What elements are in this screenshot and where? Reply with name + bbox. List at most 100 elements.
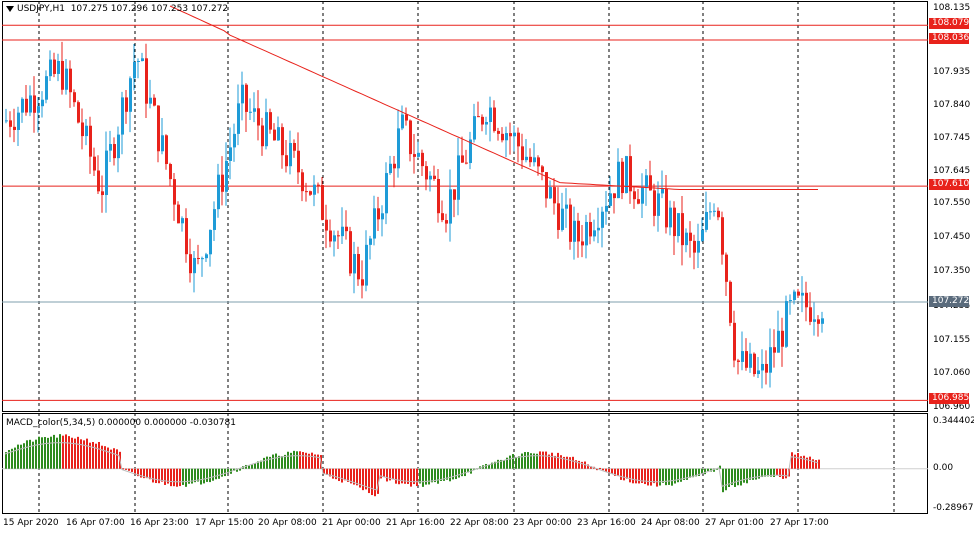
candle-body: [733, 322, 736, 361]
macd-histogram-bar: [386, 468, 388, 482]
candle-body: [321, 185, 324, 220]
candle-body: [61, 60, 64, 90]
macd-histogram-bar: [626, 468, 628, 479]
macd-indicator-pane[interactable]: [2, 413, 928, 514]
candle-body: [229, 147, 232, 161]
price-axis-label: 106.960: [933, 402, 971, 412]
candle-body: [161, 135, 164, 152]
macd-histogram-bar: [263, 457, 265, 469]
macd-histogram-bar: [575, 460, 577, 469]
macd-histogram-bar: [329, 468, 331, 477]
candle-body: [817, 319, 820, 324]
candle-body: [217, 174, 220, 210]
macd-histogram-bar: [341, 468, 343, 483]
macd-histogram-bar: [677, 468, 679, 483]
macd-histogram-bar: [695, 468, 697, 477]
macd-histogram-bar: [71, 437, 73, 469]
macd-histogram-bar: [542, 451, 544, 469]
candle-body: [141, 58, 144, 62]
candle-body: [393, 163, 396, 169]
candle-body: [685, 232, 688, 246]
macd-histogram-bar: [599, 467, 601, 469]
candle-body: [65, 68, 68, 90]
macd-histogram-bar: [536, 453, 538, 469]
candle-body: [749, 353, 752, 368]
candle-body: [609, 193, 612, 206]
macd-histogram-bar: [803, 455, 805, 469]
macd-histogram-bar: [362, 468, 364, 491]
macd-histogram-bar: [509, 455, 511, 469]
candle-body: [69, 68, 72, 93]
macd-histogram-bar: [539, 451, 541, 469]
macd-histogram-bar: [770, 468, 772, 477]
candle-body: [645, 175, 648, 188]
macd-histogram-bar: [641, 468, 643, 483]
macd-histogram-bar: [566, 456, 568, 469]
macd-histogram-bar: [755, 468, 757, 480]
macd-histogram-bar: [89, 442, 91, 469]
macd-histogram-bar: [689, 468, 691, 478]
macd-histogram-bar: [140, 468, 142, 478]
macd-histogram-bar: [716, 468, 718, 470]
price-axis-label: 107.745: [933, 133, 971, 143]
macd-histogram-bar: [587, 464, 589, 469]
macd-histogram-bar: [572, 456, 574, 469]
macd-histogram-bar: [749, 468, 751, 480]
macd-histogram-bar: [551, 452, 553, 469]
candle-body: [197, 257, 200, 259]
macd-histogram-bar: [23, 443, 25, 469]
candle-body: [649, 175, 652, 191]
macd-histogram-bar: [461, 468, 463, 477]
macd-histogram-bar: [497, 459, 499, 469]
candle-body: [653, 190, 656, 216]
candle-body: [769, 347, 772, 373]
candle-body: [177, 204, 180, 224]
candle-body: [785, 301, 788, 347]
macd-histogram-bar: [503, 460, 505, 469]
candle-body: [389, 163, 392, 174]
candle-body: [33, 95, 36, 113]
candle-body: [273, 129, 276, 141]
candle-body: [405, 114, 408, 121]
macd-histogram-bar: [299, 451, 301, 469]
level-price-tag: 106.985: [929, 393, 969, 404]
candle-body: [673, 207, 676, 237]
macd-histogram-bar: [137, 468, 139, 477]
candle-body: [669, 207, 672, 228]
candle-body: [753, 353, 756, 375]
macd-histogram-bar: [407, 468, 409, 484]
candle-body: [713, 210, 716, 212]
macd-histogram-bar: [554, 455, 556, 469]
time-axis-label: 15 Apr 2020: [3, 518, 59, 528]
candle-body: [73, 92, 76, 103]
macd-histogram-bar: [83, 440, 85, 469]
candle-body: [329, 230, 332, 242]
candle-body: [821, 318, 824, 324]
macd-histogram-bar: [47, 437, 49, 469]
macd-histogram-bar: [239, 468, 241, 471]
macd-histogram-bar: [596, 468, 598, 471]
macd-histogram-bar: [662, 468, 664, 483]
candle-body: [261, 125, 264, 147]
macd-histogram-bar: [77, 436, 79, 469]
macd-histogram-bar: [266, 456, 268, 469]
price-axis-label: 107.645: [933, 166, 971, 176]
candle-body: [553, 187, 556, 204]
collapse-triangle-icon[interactable]: [6, 5, 14, 12]
candle-body: [425, 166, 428, 180]
macd-histogram-bar: [326, 468, 328, 475]
candle-body: [701, 229, 704, 241]
candle-body: [641, 187, 644, 204]
candle-body: [89, 125, 92, 157]
candle-body: [433, 175, 436, 179]
macd-histogram-bar: [416, 468, 418, 487]
macd-histogram-bar: [251, 464, 253, 469]
macd-histogram-bar: [737, 468, 739, 486]
level-price-tag: 107.610: [929, 179, 969, 190]
macd-histogram-bar: [431, 468, 433, 483]
macd-histogram-bar: [752, 468, 754, 480]
macd-histogram-bar: [455, 468, 457, 480]
macd-histogram-bar: [719, 465, 721, 469]
candle-body: [325, 219, 328, 231]
macd-histogram-bar: [590, 466, 592, 469]
